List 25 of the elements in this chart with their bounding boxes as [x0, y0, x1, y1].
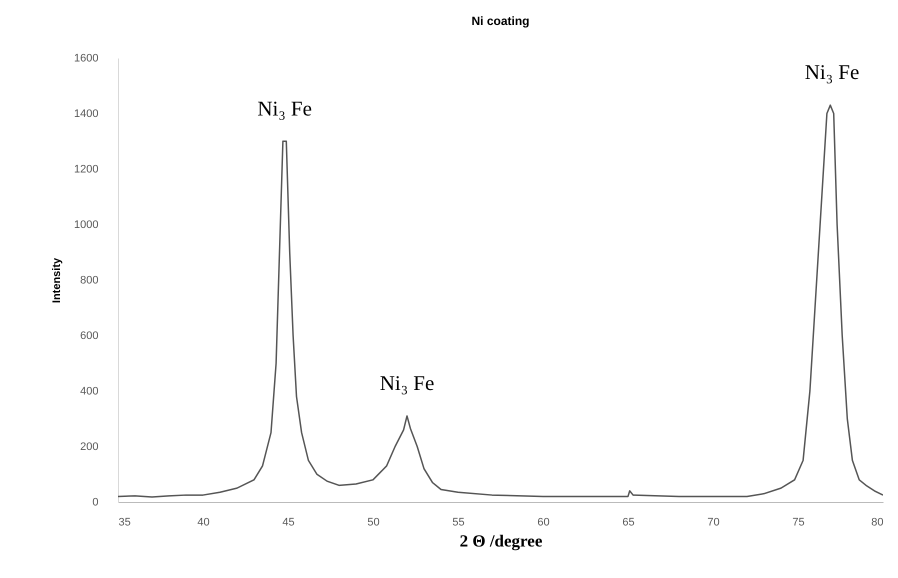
- x-tick-label: 65: [622, 516, 635, 528]
- annotation: Ni₃ Fe: [257, 96, 312, 120]
- chart-title: Ni coating: [471, 14, 530, 28]
- y-tick-label: 800: [80, 274, 98, 286]
- y-tick-label: 1200: [74, 164, 98, 176]
- x-tick-label: 55: [452, 516, 465, 528]
- x-tick-label: 50: [367, 516, 380, 528]
- x-tick-label: 45: [282, 516, 295, 528]
- annotation: Ni₃ Fe: [380, 370, 434, 395]
- annotation: Ni₃ Fe: [804, 60, 860, 84]
- y-tick-label: 0: [92, 496, 98, 508]
- y-tick-label: 400: [80, 386, 98, 398]
- y-tick-label: 1400: [74, 108, 98, 120]
- y-tick-label: 1600: [74, 52, 98, 64]
- x-tick-label: 75: [792, 516, 805, 528]
- x-tick-label: 70: [707, 516, 720, 528]
- x-tick-label: 80: [871, 516, 884, 528]
- y-tick-label: 1000: [74, 219, 98, 231]
- y-axis-title: Intensity: [51, 257, 64, 304]
- x-tick-label: 40: [197, 516, 210, 528]
- x-tick-label: 60: [537, 516, 550, 528]
- y-tick-label: 200: [80, 441, 98, 453]
- x-tick-label: 35: [118, 516, 131, 528]
- x-axis-title: 2 Θ /degree: [460, 532, 543, 550]
- y-tick-label: 600: [80, 330, 98, 342]
